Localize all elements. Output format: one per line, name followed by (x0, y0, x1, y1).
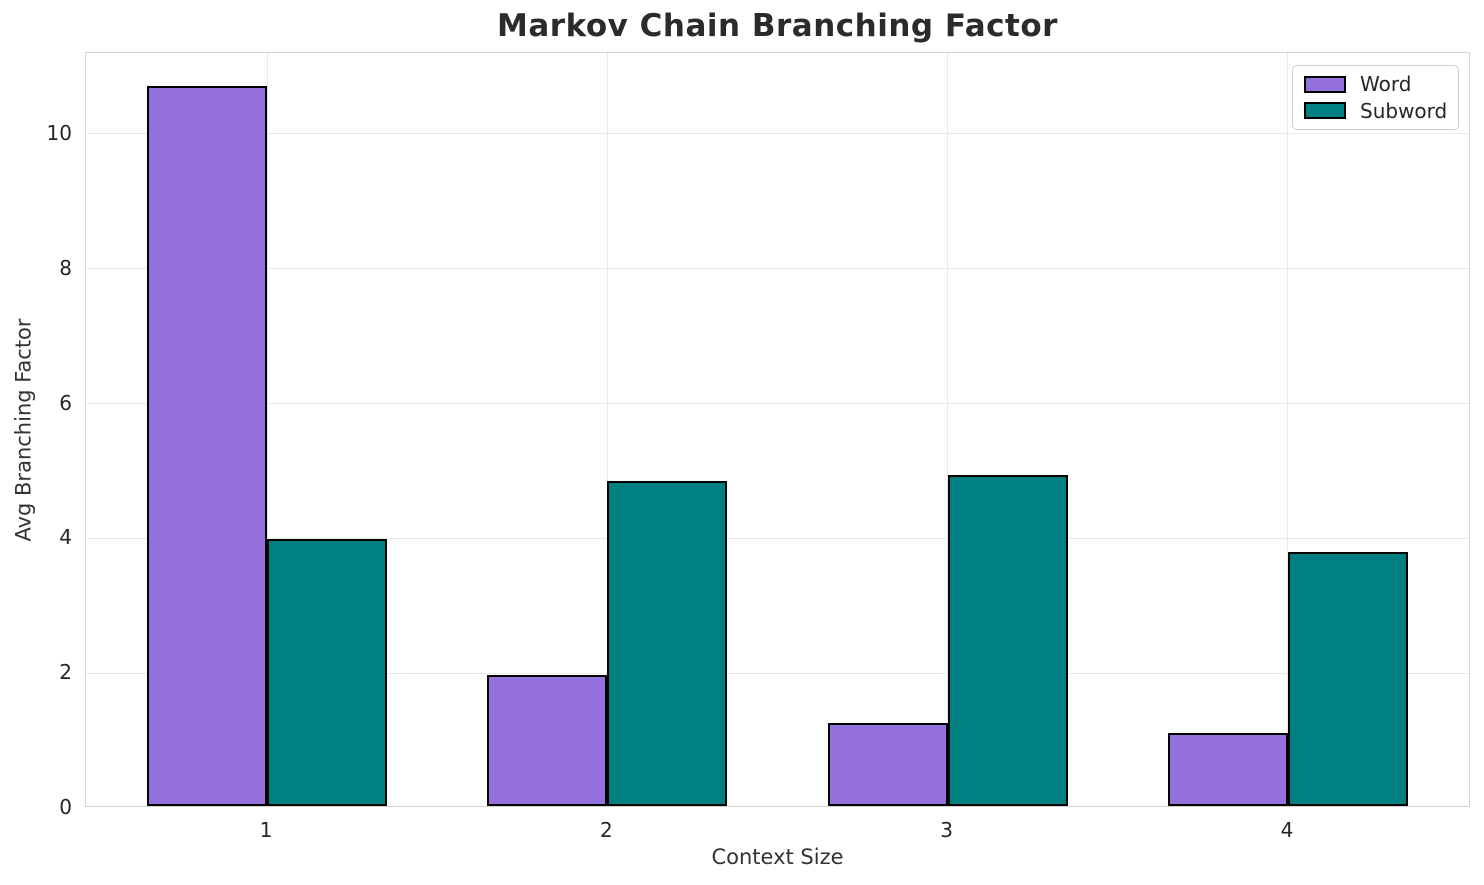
bar-subword-4 (1287, 551, 1408, 806)
x-axis-label: Context Size (711, 845, 844, 869)
x-tick-label-4: 4 (1280, 818, 1294, 842)
bar-subword-2 (607, 481, 728, 806)
gridline-y-6 (86, 403, 1469, 405)
bar-word-4 (1167, 732, 1288, 806)
legend: Word Subword (1292, 65, 1459, 130)
y-tick-label-0: 0 (59, 795, 72, 819)
y-tick-label-4: 4 (59, 525, 72, 550)
x-tick-label-3: 3 (940, 818, 954, 842)
bar-word-3 (827, 723, 948, 806)
bar-word-1 (147, 86, 267, 806)
legend-swatch-subword (1304, 102, 1346, 120)
y-tick-label-10: 10 (46, 120, 72, 145)
chart-title: Markov Chain Branching Factor (497, 8, 1058, 44)
gridline-y-10 (86, 133, 1469, 135)
gridline-x-4 (1287, 53, 1289, 806)
y-tick-label-6: 6 (59, 390, 72, 415)
gridline-x-3 (947, 53, 949, 806)
gridline-y-4 (86, 537, 1469, 539)
x-tick-label-2: 2 (599, 818, 613, 842)
gridline-y-2 (86, 672, 1469, 674)
legend-item-subword: Subword (1304, 99, 1447, 123)
bar-subword-1 (267, 539, 387, 806)
y-tick-label-2: 2 (59, 660, 72, 685)
y-axis-label: Avg Branching Factor (12, 317, 37, 542)
bar-word-2 (487, 674, 608, 806)
gridline-y-8 (86, 268, 1469, 270)
bar-subword-3 (947, 475, 1068, 806)
plot-area (85, 52, 1470, 807)
legend-item-word: Word (1304, 72, 1447, 96)
gridline-x-1 (266, 53, 268, 806)
gridline-x-2 (606, 53, 608, 806)
legend-label-subword: Subword (1360, 98, 1448, 123)
legend-swatch-word (1304, 75, 1346, 93)
legend-label-word: Word (1360, 72, 1412, 97)
y-axis-label-container: Avg Branching Factor (0, 52, 48, 807)
y-tick-label-8: 8 (59, 255, 72, 280)
x-tick-label-1: 1 (259, 818, 273, 842)
